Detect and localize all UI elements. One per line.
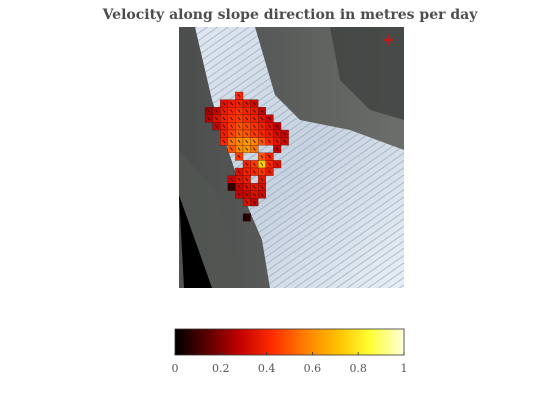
flow-arrow [230,116,233,121]
colorbar-tick-label: 0 [172,362,179,375]
flow-arrow [268,154,271,159]
flow-arrow [222,109,226,113]
flow-arrow [260,116,264,121]
flow-arrow [245,139,249,144]
flow-arrow [207,109,211,113]
flow-arrow [245,147,249,151]
flow-arrow [222,116,226,121]
satellite-image [179,27,404,288]
flow-arrow [230,147,233,151]
colorbar-tick-label: 0.4 [258,362,276,375]
flow-arrow [245,185,249,189]
flow-arrow [268,170,271,174]
flow-arrow [245,124,249,128]
flow-arrow [245,109,249,113]
flow-arrow [252,116,256,121]
flow-arrow [230,185,233,189]
flow-arrow [260,124,264,128]
flow-arrow [283,132,287,136]
flow-arrow [275,162,279,166]
flow-arrow [260,185,264,189]
flow-arrow [260,162,264,166]
flow-arrow [245,116,249,121]
colorbar-ticks: 0 0.2 0.4 0.6 0.8 1 [172,352,408,375]
chart-title: Velocity along slope direction in metres… [102,7,479,23]
flow-arrow [214,109,218,113]
flow-arrow [252,200,256,204]
flow-arrow [252,139,256,144]
flow-arrow [245,177,249,182]
flow-arrow [268,116,271,121]
flow-arrow [237,185,241,189]
flow-arrow [252,170,256,174]
velocity-heatmap [204,91,289,222]
colorbar-tick-label: 0.6 [304,362,322,375]
flow-arrow [275,139,279,144]
colorbar-tick-label: 0.2 [212,362,230,375]
flow-arrow [268,162,271,166]
colorbar-tick-label: 1 [401,362,408,375]
flow-arrow [214,116,218,121]
flow-arrow [252,192,256,197]
flow-arrow [245,170,249,174]
flow-arrow [237,132,241,136]
flow-arrow [260,177,264,182]
no-data-region [179,195,212,288]
flow-arrow [283,139,287,144]
flow-arrow [207,116,211,121]
flow-arrow [237,177,241,182]
flow-arrow [230,132,233,136]
flow-arrow [237,170,241,174]
flow-arrow [252,109,256,113]
flow-arrow [275,132,279,136]
flow-arrow [245,162,249,166]
flow-arrow [252,147,256,151]
flow-arrow [252,185,256,189]
flow-arrow [237,101,241,106]
flow-arrow [260,132,264,136]
flow-arrow [237,116,241,121]
flow-arrow [237,109,241,113]
flow-arrow [230,139,233,144]
flow-arrow [260,170,264,174]
flow-arrow [214,124,218,128]
flow-arrow [230,101,233,106]
flow-arrow [260,154,264,159]
flow-arrow [222,101,226,106]
colorbar-tick-label: 0.8 [349,362,367,375]
flow-arrow [275,124,279,128]
flow-arrow [230,109,233,113]
flow-arrow [245,215,249,220]
flow-arrow [245,101,249,106]
flow-arrow [268,139,271,144]
flow-arrow [222,132,226,136]
flow-arrow [222,139,226,144]
flow-arrow [222,124,226,128]
flow-arrow [260,109,264,113]
flow-arrow [268,124,271,128]
flow-arrow [260,192,264,197]
flow-arrow [252,124,256,128]
flow-arrow [275,147,279,151]
flow-arrow [245,132,249,136]
flow-arrow [245,192,249,197]
flow-arrow [230,177,233,182]
flow-arrow [252,101,256,106]
flow-arrow [237,139,241,144]
flow-arrow [252,162,256,166]
flow-arrow [268,132,271,136]
flow-arrow [237,154,241,159]
flow-arrow [237,124,241,128]
flow-arrow [260,139,264,144]
flow-arrow [252,132,256,136]
flow-arrow [237,192,241,197]
flow-arrow [237,147,241,151]
flow-arrow [245,200,249,204]
colorbar [174,328,405,356]
reference-marker [384,35,394,45]
flow-arrow [237,94,241,98]
flow-arrow [230,124,233,128]
